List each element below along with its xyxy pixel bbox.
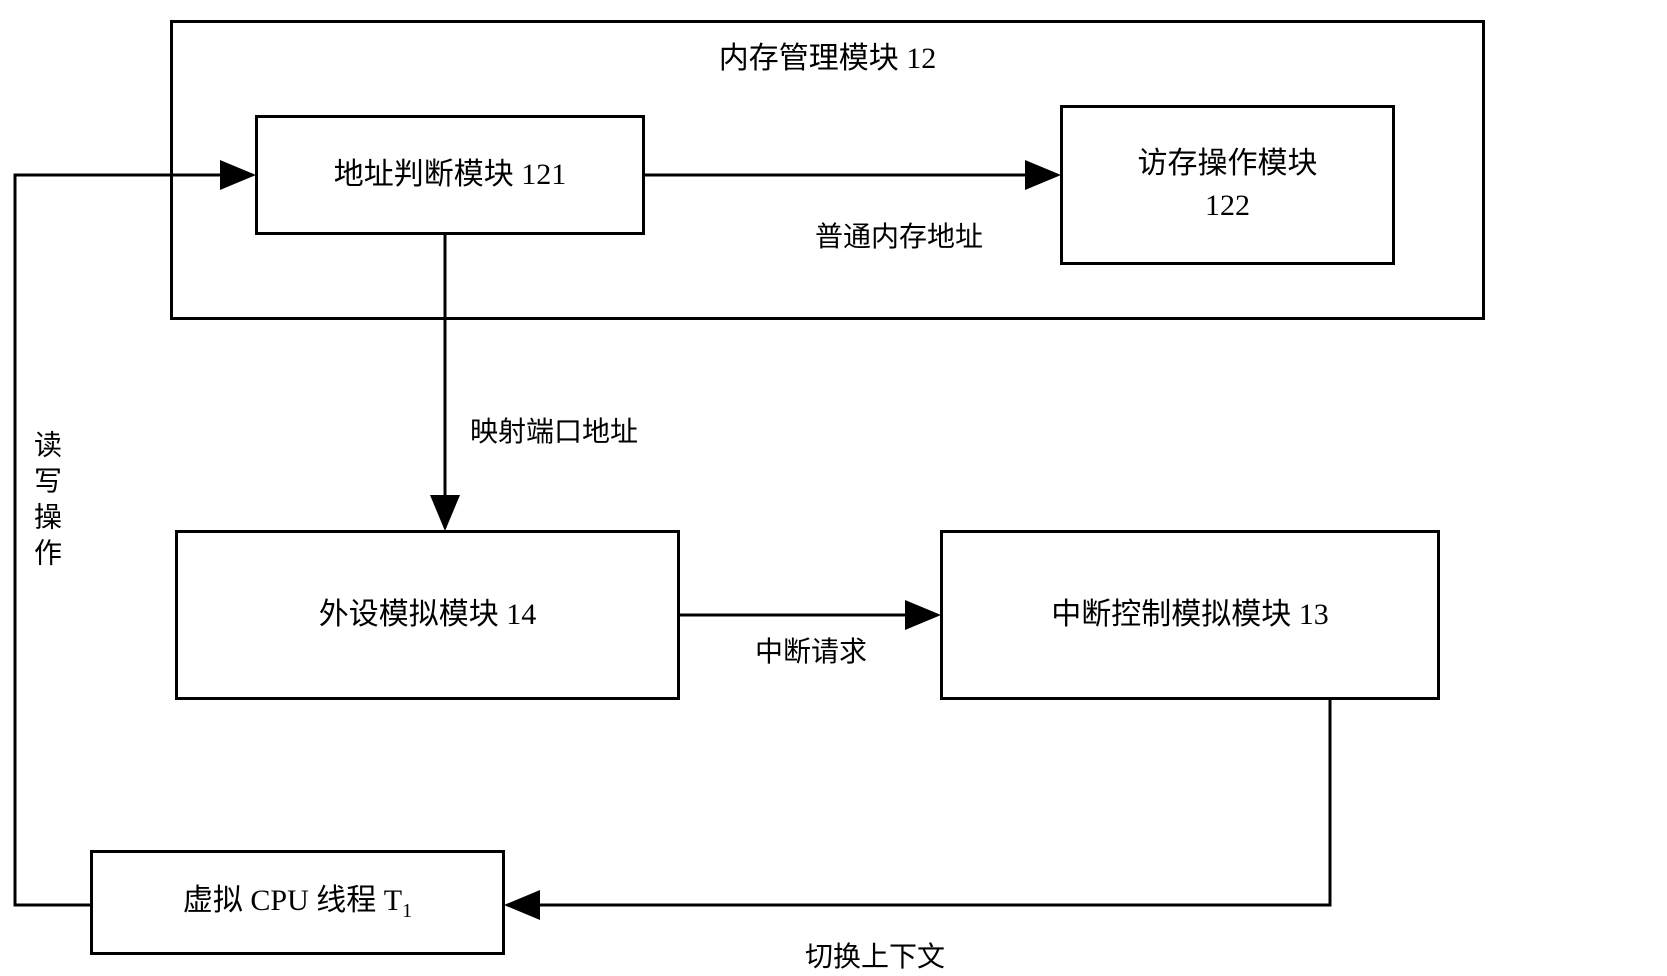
vcpu-thread-label: 虚拟 CPU 线程 T1	[183, 880, 412, 925]
edge-label-addr-to-peripheral: 映射端口地址	[470, 410, 638, 450]
mem-access-label1: 访存操作模块	[1138, 143, 1318, 185]
mem-access-label2: 122	[1205, 185, 1250, 227]
edge-label-addr-to-mem: 普通内存地址	[815, 215, 983, 255]
peripheral-sim-box: 外设模拟模块 14	[175, 530, 680, 700]
interrupt-ctrl-box: 中断控制模拟模块 13	[940, 530, 1440, 700]
addr-judge-box: 地址判断模块 121	[255, 115, 645, 235]
vcpu-thread-label-sub: 1	[402, 900, 412, 922]
memory-mgmt-label: 内存管理模块 12	[719, 38, 937, 80]
edge-label-interrupt-to-vcpu: 切换上下文	[805, 935, 945, 975]
mem-access-box: 访存操作模块 122	[1060, 105, 1395, 265]
addr-judge-label: 地址判断模块 121	[334, 154, 567, 196]
interrupt-ctrl-label: 中断控制模拟模块 13	[1051, 594, 1329, 636]
edge-label-vcpu-to-addr: 读写操作	[25, 430, 65, 574]
vcpu-thread-box: 虚拟 CPU 线程 T1	[90, 850, 505, 955]
vcpu-thread-label-prefix: 虚拟 CPU 线程 T	[183, 884, 402, 917]
peripheral-sim-label: 外设模拟模块 14	[319, 594, 537, 636]
edge-interrupt-to-vcpu	[507, 700, 1330, 905]
edge-label-peripheral-to-interrupt: 中断请求	[755, 630, 867, 670]
